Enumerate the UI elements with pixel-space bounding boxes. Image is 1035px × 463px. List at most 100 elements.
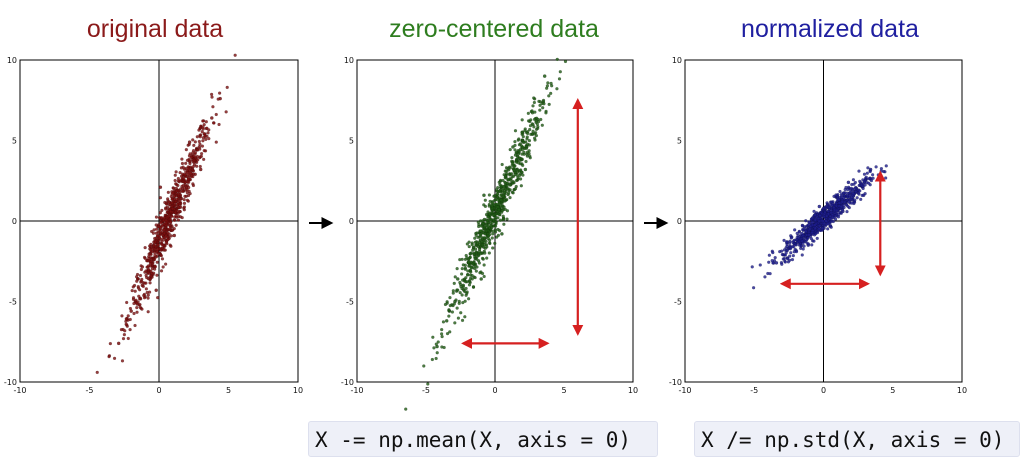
cloud-point (465, 273, 470, 277)
cloud-point (123, 329, 127, 333)
cloud-point (432, 346, 436, 350)
cloud-point (494, 220, 498, 224)
cloud-point (160, 242, 164, 247)
cloud-point (848, 190, 852, 194)
cloud-point (166, 237, 170, 242)
cloud-point (469, 265, 473, 270)
cloud-point (201, 139, 205, 143)
data-point (846, 180, 851, 185)
cloud-point (521, 173, 525, 177)
cloud-point (154, 215, 159, 219)
cloud-point (144, 269, 148, 273)
x-tick-label: -10 (13, 386, 26, 395)
cloud-point (773, 255, 777, 260)
cloud-point (158, 196, 163, 200)
cloud-point (206, 131, 210, 135)
x-tick-label: -5 (750, 386, 758, 395)
cloud-point (525, 150, 530, 154)
cloud-point (471, 285, 476, 289)
cloud-point (180, 157, 184, 161)
cloud-point (817, 223, 822, 228)
cloud-point (806, 223, 811, 227)
cloud-point (458, 280, 462, 285)
data-point (523, 167, 528, 172)
y-tick-label: 0 (349, 217, 354, 226)
cloud-point (508, 195, 512, 200)
x-tick-label: 0 (492, 386, 497, 395)
cloud-point (159, 215, 164, 220)
cloud-point (442, 345, 446, 350)
cloud-point (467, 283, 472, 287)
cloud-point (503, 207, 507, 212)
cloud-point (152, 257, 157, 262)
cloud-point (860, 193, 864, 198)
cloud-point (165, 197, 170, 201)
cloud-point (540, 106, 545, 110)
cloud-point (181, 179, 186, 184)
cloud-point (169, 244, 173, 248)
cloud-point (198, 135, 202, 139)
cloud-point (513, 186, 518, 191)
cloud-point (194, 164, 199, 168)
cloud-point (225, 85, 229, 90)
cloud-point (465, 290, 469, 294)
cloud-point (464, 253, 468, 258)
cloud-point (466, 269, 470, 273)
cloud-point (841, 191, 846, 195)
cloud-point (191, 165, 195, 169)
cloud-point (126, 336, 130, 341)
cloud-point (845, 209, 849, 214)
cloud-point (465, 242, 470, 246)
cloud-point (858, 179, 862, 184)
cloud-point (508, 188, 512, 192)
cloud-point (510, 155, 514, 160)
cloud-point (130, 288, 134, 293)
cloud-point (176, 179, 180, 183)
cloud-point (430, 357, 435, 362)
cloud-point (463, 263, 468, 267)
cloud-point (809, 237, 814, 241)
cloud-point (555, 87, 559, 91)
plot-original: -10 -5 0 5 10 10 5 0 -5 -10 (4, 53, 303, 395)
cloud-point (845, 193, 849, 198)
cloud-point (513, 139, 517, 144)
cloud-point (834, 208, 839, 213)
cloud-point (155, 295, 160, 300)
cloud-point (500, 208, 505, 213)
code-std: X /= np.std(X, axis = 0) (694, 421, 1020, 457)
cloud-point (211, 105, 215, 109)
cloud-point (458, 290, 462, 295)
cloud-point (536, 124, 540, 129)
cloud-point (135, 310, 139, 314)
cloud-point (180, 161, 185, 166)
cloud-point (198, 142, 202, 146)
cloud-point (170, 197, 174, 201)
cloud-point (865, 171, 870, 175)
cloud-point (485, 256, 489, 260)
cloud-point (501, 194, 505, 198)
cloud-point (164, 223, 168, 228)
cloud-point (478, 219, 483, 223)
cloud-point (531, 104, 535, 108)
cloud-point (162, 248, 166, 252)
cloud-point (505, 209, 510, 213)
cloud-point (499, 198, 503, 202)
cloud-point (822, 212, 826, 217)
cloud-point (502, 198, 507, 202)
cloud-point (525, 154, 530, 158)
data-point (116, 341, 121, 346)
cloud-point (792, 228, 797, 232)
cloud-point (184, 147, 189, 152)
cloud-point (522, 150, 526, 154)
cloud-point (498, 218, 503, 222)
cloud-point (813, 213, 817, 217)
cloud-point (422, 364, 426, 368)
cloud-point (160, 257, 165, 261)
cloud-point (154, 231, 159, 235)
cloud-point (518, 142, 523, 146)
cloud-point (175, 189, 179, 193)
cloud-point (150, 271, 154, 276)
cloud-point (512, 165, 516, 169)
cloud-point (164, 233, 168, 238)
cloud-point (132, 311, 136, 316)
